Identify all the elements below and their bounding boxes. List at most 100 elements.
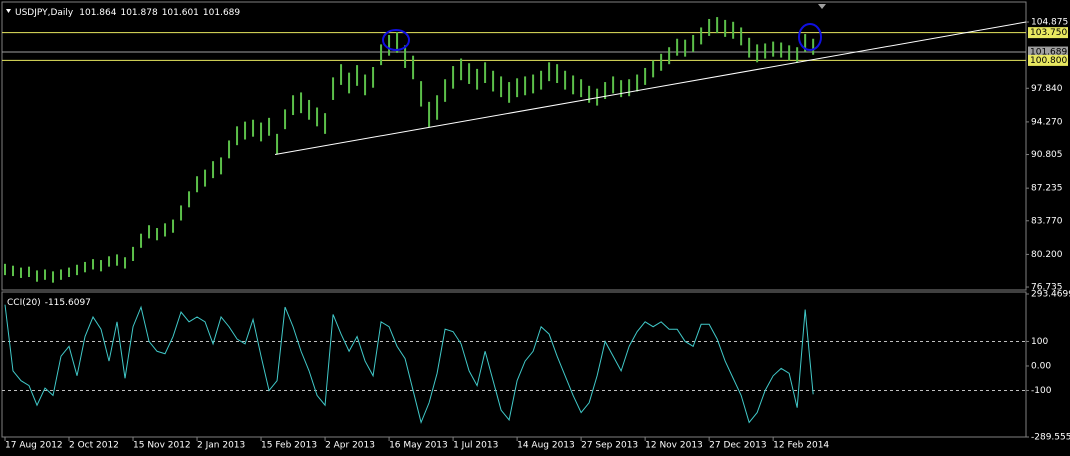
price-bar xyxy=(484,62,487,84)
price-bar xyxy=(724,19,727,37)
price-bar xyxy=(716,17,719,34)
price-bar xyxy=(148,225,151,239)
price-bar xyxy=(428,101,431,128)
price-bar xyxy=(132,246,135,261)
price-level-label: 100.800 xyxy=(1030,56,1067,66)
price-bar xyxy=(92,259,95,270)
price-bar xyxy=(516,78,519,98)
price-bar xyxy=(316,107,319,127)
price-bar xyxy=(636,74,639,92)
price-bar xyxy=(220,157,223,175)
price-bar xyxy=(580,79,583,98)
price-bar xyxy=(572,75,575,95)
highlight-circle xyxy=(382,29,410,51)
price-bar xyxy=(508,82,511,103)
price-bar xyxy=(436,95,439,120)
price-bar xyxy=(340,64,343,85)
price-bar xyxy=(756,44,759,63)
cci-last: -115.6097 xyxy=(45,298,91,308)
price-bar xyxy=(700,27,703,45)
price-bar xyxy=(612,76,615,94)
price-bar xyxy=(380,44,383,66)
price-bar xyxy=(60,269,63,280)
price-bar xyxy=(404,45,407,68)
y-tick-label: 83.770 xyxy=(1031,216,1063,226)
price-bar xyxy=(108,256,111,267)
price-bar xyxy=(268,117,271,136)
price-bar xyxy=(660,53,663,71)
x-tick-label: 15 Feb 2013 xyxy=(261,441,317,451)
price-bar xyxy=(444,79,447,102)
price-bar xyxy=(564,70,567,90)
trendline xyxy=(274,21,1027,156)
price-bar xyxy=(628,79,631,97)
price-bar xyxy=(796,47,799,63)
price-panel xyxy=(1,1,1027,291)
price-bar xyxy=(500,76,503,98)
price-bar xyxy=(780,42,783,58)
price-level-box xyxy=(1028,46,1068,58)
quote-low: 101.601 xyxy=(162,8,199,18)
price-bar xyxy=(84,261,87,273)
x-tick-label: 2 Oct 2012 xyxy=(69,441,119,451)
price-bar xyxy=(772,41,775,57)
y-tick-label: 293.4699 xyxy=(1031,290,1070,300)
x-tick-label: 16 May 2013 xyxy=(389,441,448,451)
price-bar xyxy=(172,219,175,233)
price-bar xyxy=(300,92,303,114)
price-bar xyxy=(44,269,47,280)
price-bar xyxy=(100,260,103,272)
price-bar xyxy=(164,223,167,237)
y-tick-label: -289.555 xyxy=(1031,433,1070,443)
price-bar xyxy=(788,45,791,61)
price-bar xyxy=(292,95,295,116)
quote-high: 101.878 xyxy=(120,8,157,18)
y-tick-label: 104.875 xyxy=(1031,18,1068,28)
price-bar xyxy=(68,267,71,278)
price-bar xyxy=(764,43,767,59)
price-bar xyxy=(4,263,6,276)
price-level-label: 103.750 xyxy=(1030,28,1067,38)
price-bar xyxy=(372,67,375,88)
price-bar xyxy=(604,82,607,100)
x-tick-label: 1 Jul 2013 xyxy=(453,441,498,451)
y-tick-label: 94.270 xyxy=(1031,117,1063,127)
price-bar xyxy=(36,270,39,282)
x-tick-label: 17 Aug 2012 xyxy=(5,441,63,451)
price-bar xyxy=(492,70,495,92)
price-level-box xyxy=(1028,27,1068,39)
price-bar xyxy=(396,32,399,53)
price-bar xyxy=(588,85,591,103)
price-bar xyxy=(188,191,191,208)
price-bar xyxy=(116,254,119,266)
price-bar xyxy=(308,99,311,120)
price-bar xyxy=(420,81,423,107)
highlight-circle xyxy=(798,23,822,51)
cci-line xyxy=(4,304,814,424)
price-bar xyxy=(332,77,335,100)
price-bar xyxy=(692,34,695,52)
price-bar xyxy=(668,47,671,65)
price-bar xyxy=(12,265,15,277)
price-bar xyxy=(156,228,159,241)
cci-panel xyxy=(1,291,1027,438)
price-bar xyxy=(524,76,527,96)
quote-close: 101.689 xyxy=(203,8,240,18)
price-bar xyxy=(460,58,463,81)
y-tick-label: 90.805 xyxy=(1031,150,1063,160)
shift-marker xyxy=(818,4,826,9)
price-bar xyxy=(236,126,239,146)
price-bar xyxy=(212,161,215,179)
price-bar xyxy=(412,55,415,80)
price-bar xyxy=(284,109,287,130)
price-bar xyxy=(540,70,543,90)
price-bar xyxy=(52,271,55,283)
price-bar xyxy=(180,205,183,221)
x-tick-label: 12 Nov 2013 xyxy=(645,441,703,451)
cci-header: CCI(20) -115.6097 xyxy=(7,298,91,308)
price-bar xyxy=(652,60,655,78)
price-bar xyxy=(748,37,751,58)
price-bar xyxy=(388,34,391,56)
price-bar xyxy=(740,27,743,46)
